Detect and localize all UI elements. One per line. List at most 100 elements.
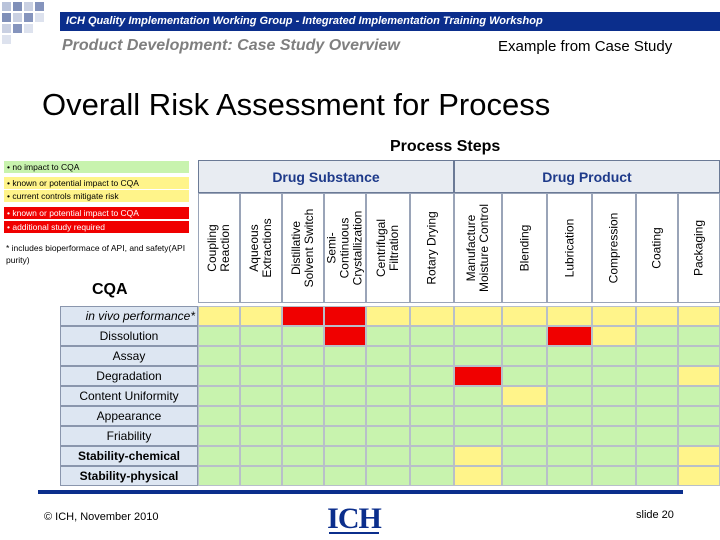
risk-cell: [636, 366, 678, 386]
risk-cell: [678, 346, 720, 366]
risk-cell: [547, 306, 592, 326]
decorative-square: [24, 2, 33, 11]
risk-cell: [678, 326, 720, 346]
risk-cell: [547, 346, 592, 366]
risk-cell: [592, 386, 636, 406]
risk-cell: [324, 426, 366, 446]
risk-cell: [678, 406, 720, 426]
risk-cell: [198, 446, 240, 466]
risk-cell: [282, 306, 324, 326]
risk-cell: [592, 366, 636, 386]
column-header: Lubrication: [547, 193, 592, 303]
column-header-label: Lubrication: [562, 218, 576, 278]
risk-cell: [366, 366, 410, 386]
column-header: Rotary Drying: [410, 193, 454, 303]
risk-cell: [454, 446, 502, 466]
decorative-square: [2, 35, 11, 44]
column-header: Distillative Solvent Switch: [282, 193, 324, 303]
decorative-square: [13, 2, 22, 11]
risk-cell: [502, 386, 547, 406]
risk-cell: [454, 426, 502, 446]
risk-cell: [636, 466, 678, 486]
risk-cell: [198, 346, 240, 366]
risk-cell: [592, 346, 636, 366]
legend-item: • additional study required: [4, 221, 189, 234]
risk-cell: [678, 426, 720, 446]
ich-logo: ICH: [326, 494, 382, 538]
decorative-square: [24, 24, 33, 33]
column-header-label: Rotary Drying: [424, 211, 439, 285]
risk-cell: [547, 366, 592, 386]
section-subtitle: Product Development: Case Study Overview: [62, 37, 400, 54]
risk-cell: [502, 466, 547, 486]
legend-item: • no impact to CQA: [4, 161, 189, 174]
risk-cell: [240, 326, 282, 346]
risk-cell: [198, 386, 240, 406]
column-header: Aqueous Extractions: [240, 193, 282, 303]
risk-cell: [324, 326, 366, 346]
cqa-row-label: Appearance: [60, 406, 198, 426]
risk-cell: [240, 346, 282, 366]
risk-cell: [240, 466, 282, 486]
example-label: Example from Case Study: [498, 38, 673, 55]
column-header-label: Coupling Reaction: [205, 224, 232, 272]
risk-cell: [502, 366, 547, 386]
risk-cell: [366, 326, 410, 346]
risk-cell: [240, 306, 282, 326]
group-header-drug-substance: Drug Substance: [198, 160, 454, 193]
risk-cell: [636, 346, 678, 366]
risk-cell: [410, 406, 454, 426]
column-header-label: Compression: [606, 212, 621, 284]
column-header: Semi- Continuous Crystallization: [324, 193, 366, 303]
copyright: © ICH, November 2010: [44, 511, 159, 523]
risk-cell: [678, 466, 720, 486]
risk-cell: [547, 446, 592, 466]
decorative-squares: [0, 0, 60, 48]
risk-cell: [502, 326, 547, 346]
risk-cell: [592, 426, 636, 446]
cqa-row-label: Stability-physical: [60, 466, 198, 486]
risk-cell: [454, 326, 502, 346]
cqa-row-label: Degradation: [60, 366, 198, 386]
risk-cell: [592, 406, 636, 426]
column-header-label: Semi- Continuous Crystallization: [324, 210, 365, 286]
risk-cell: [282, 346, 324, 366]
risk-cell: [678, 446, 720, 466]
risk-cell: [282, 446, 324, 466]
group-header-drug-product: Drug Product: [454, 160, 720, 193]
risk-cell: [366, 466, 410, 486]
risk-cell: [410, 366, 454, 386]
risk-cell: [324, 406, 366, 426]
cqa-row-label: in vivo performance*: [60, 306, 198, 326]
risk-cell: [547, 386, 592, 406]
decorative-square: [24, 13, 33, 22]
risk-cell: [547, 426, 592, 446]
risk-cell: [454, 386, 502, 406]
column-header: Coupling Reaction: [198, 193, 240, 303]
cqa-row-label: Dissolution: [60, 326, 198, 346]
cqa-row-label: Content Uniformity: [60, 386, 198, 406]
column-header: Compression: [592, 193, 636, 303]
column-header: Coating: [636, 193, 678, 303]
risk-cell: [678, 366, 720, 386]
risk-cell: [282, 366, 324, 386]
risk-cell: [410, 426, 454, 446]
risk-cell: [366, 346, 410, 366]
risk-cell: [240, 446, 282, 466]
risk-cell: [324, 306, 366, 326]
column-header-label: Centrifugal Filtration: [374, 218, 401, 278]
risk-cell: [454, 466, 502, 486]
column-header-label: Aqueous Extractions: [247, 218, 274, 278]
risk-cell: [547, 326, 592, 346]
risk-cell: [198, 466, 240, 486]
cqa-row-label: Assay: [60, 346, 198, 366]
risk-cell: [502, 306, 547, 326]
risk-cell: [454, 366, 502, 386]
decorative-square: [2, 24, 11, 33]
column-header-label: Blending: [517, 224, 531, 272]
risk-cell: [366, 406, 410, 426]
risk-cell: [636, 446, 678, 466]
risk-cell: [324, 366, 366, 386]
risk-cell: [636, 306, 678, 326]
legend-note: * includes bioperformace of API, and saf…: [6, 243, 186, 265]
